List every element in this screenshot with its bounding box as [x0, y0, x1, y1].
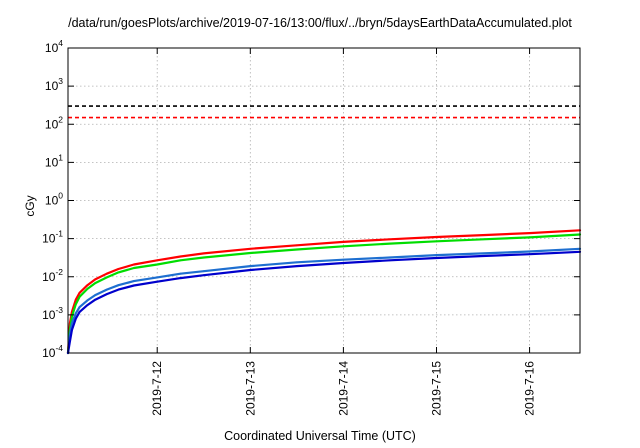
data-point: [156, 280, 159, 283]
data-point: [342, 241, 345, 243]
data-point: [249, 265, 252, 267]
data-point: [295, 244, 298, 247]
y-tick-label: 10-4: [42, 343, 63, 360]
y-tick-label: 10-3: [42, 305, 63, 322]
data-point: [78, 295, 81, 298]
data-point: [117, 271, 120, 274]
data-point: [156, 263, 159, 266]
x-tick-labels: 2019-7-12 2019-7-13 2019-7-14 2019-7-15 2019…: [150, 361, 536, 416]
data-point: [78, 311, 81, 313]
data-point: [71, 315, 73, 318]
data-point: [482, 234, 484, 237]
grid-lines: [68, 48, 580, 353]
data-point: [249, 247, 252, 250]
data-point: [133, 284, 135, 287]
y-tick-label: 101: [45, 152, 63, 169]
data-point: [179, 255, 182, 258]
data-point: [342, 258, 345, 261]
data-point: [389, 256, 391, 259]
data-point: [94, 294, 97, 296]
data-point: [133, 280, 135, 282]
x-tick-label: 2019-7-16: [523, 361, 537, 416]
data-point: [86, 299, 89, 302]
data-point: [86, 288, 89, 290]
data-point: [156, 259, 159, 262]
data-point: [105, 272, 108, 275]
data-point: [295, 265, 298, 267]
data-point: [482, 255, 484, 257]
data-point: [74, 317, 77, 320]
data-point: [202, 256, 205, 259]
data-point: [528, 232, 531, 235]
data-point: [528, 253, 531, 256]
data-point: [78, 306, 81, 308]
x-tick-label: 2019-7-14: [336, 361, 350, 416]
data-point: [86, 304, 89, 306]
chart-title: /data/run/goesPlots/archive/2019-07-16/1…: [68, 16, 572, 30]
data-point: [435, 240, 438, 243]
data-series: [66, 229, 582, 355]
data-point: [202, 252, 205, 255]
data-point: [74, 303, 77, 306]
data-point: [342, 262, 345, 264]
data-point: [94, 298, 97, 301]
data-point: [105, 293, 108, 295]
y-tick-labels: 10-4 10-3 10-2 10-1 100 101 102 103 104: [42, 38, 63, 360]
data-point: [202, 270, 205, 273]
data-point: [179, 272, 182, 275]
x-axis-label: Coordinated Universal Time (UTC): [224, 429, 416, 443]
data-point: [249, 269, 252, 271]
data-point: [295, 261, 298, 264]
x-tick-label: 2019-7-15: [429, 361, 443, 416]
data-point: [78, 291, 81, 294]
data-point: [94, 282, 97, 284]
data-point: [435, 236, 438, 238]
data-point: [295, 248, 298, 251]
data-point: [71, 329, 73, 331]
data-point: [528, 250, 531, 253]
data-point: [202, 274, 205, 277]
y-tick-label: 103: [45, 76, 63, 93]
data-point: [94, 278, 97, 281]
axis-ticks: [68, 47, 580, 354]
data-point: [105, 288, 108, 291]
y-tick-label: 10-1: [42, 229, 63, 246]
data-point: [389, 242, 391, 245]
y-tick-label: 100: [45, 191, 63, 208]
data-point: [86, 284, 89, 287]
data-point: [74, 298, 77, 301]
data-point: [117, 284, 120, 287]
data-point: [389, 259, 391, 262]
y-tick-label: 10-2: [42, 267, 63, 284]
data-point: [482, 252, 484, 255]
data-point: [389, 238, 391, 241]
data-point: [342, 245, 345, 248]
data-point: [105, 276, 108, 279]
data-point: [69, 340, 71, 343]
data-point: [74, 312, 77, 315]
data-point: [71, 322, 73, 325]
data-point: [179, 277, 182, 279]
data-point: [179, 259, 182, 262]
data-point: [528, 236, 531, 239]
data-point: [133, 267, 135, 269]
data-point: [435, 254, 438, 256]
reference-lines: [68, 105, 580, 119]
data-point: [249, 252, 252, 254]
x-tick-label: 2019-7-13: [243, 361, 257, 416]
data-point: [133, 263, 135, 266]
y-tick-label: 102: [45, 114, 63, 131]
data-point: [117, 268, 120, 270]
data-point: [156, 276, 159, 279]
data-point: [482, 238, 484, 241]
y-tick-label: 104: [45, 38, 63, 55]
data-point: [117, 288, 120, 291]
x-tick-label: 2019-7-12: [150, 361, 164, 416]
data-point: [435, 257, 438, 259]
